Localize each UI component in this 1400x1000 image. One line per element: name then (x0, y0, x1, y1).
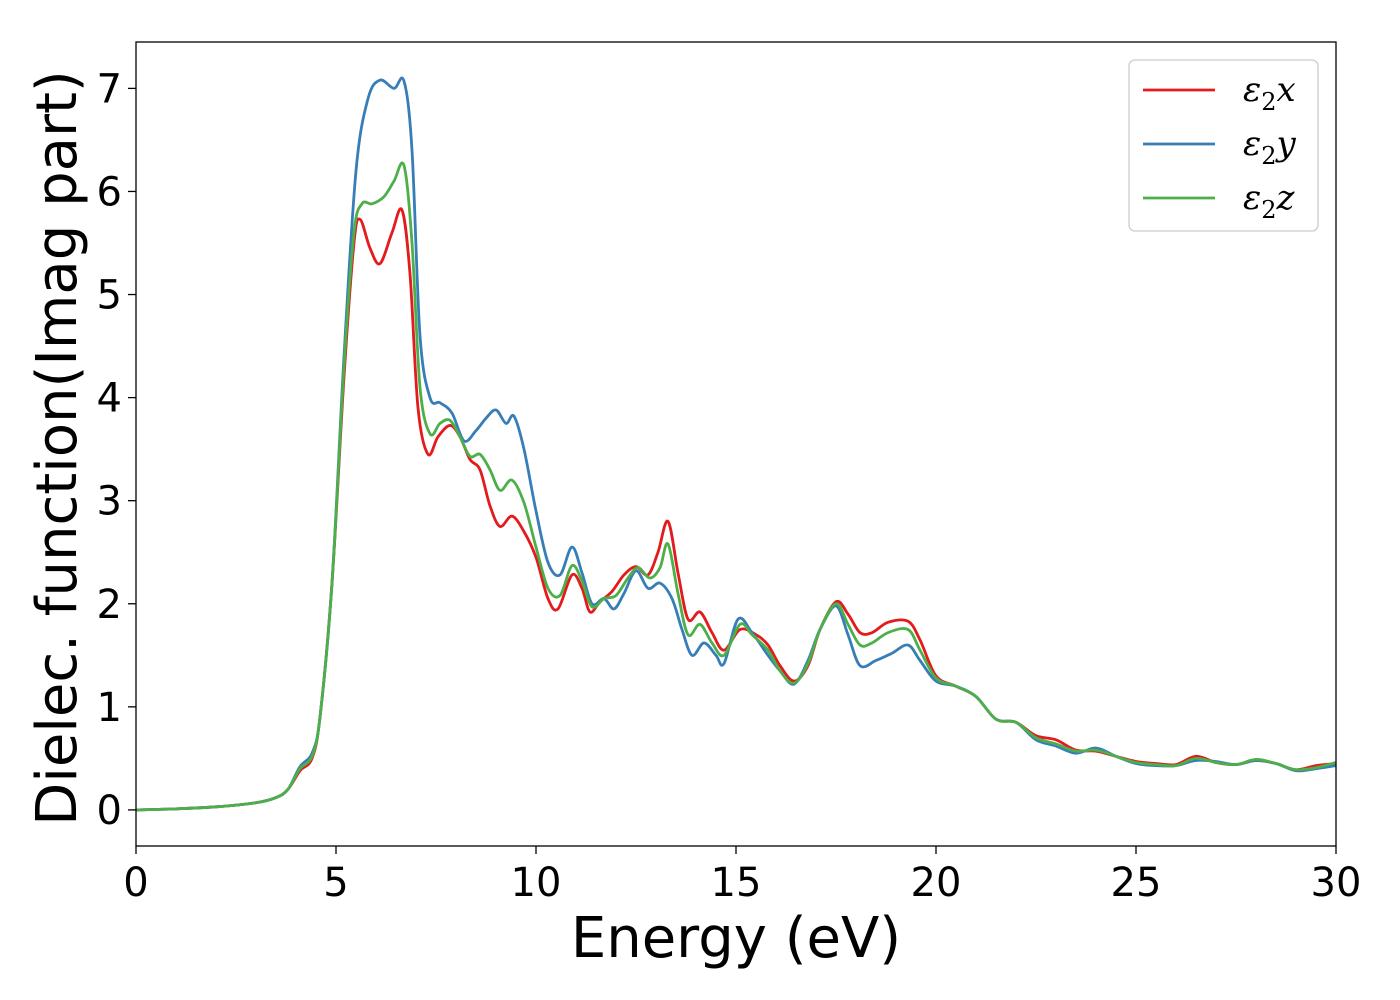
plot-area (136, 76, 1336, 812)
legend-label-z: ε2z (1243, 178, 1296, 224)
x-tick-label: 30 (1311, 860, 1362, 906)
y-axis: 0 1 2 3 4 5 6 7 (97, 66, 136, 834)
legend-label-suffix: z (1276, 178, 1296, 218)
y-tick-label: 2 (97, 582, 122, 628)
legend-label-subscript: 2 (1261, 142, 1276, 170)
legend-label-x: ε2x (1243, 70, 1296, 116)
x-tick-label: 0 (123, 860, 148, 906)
y-tick-label: 1 (97, 685, 122, 731)
series-line-x (136, 207, 1336, 812)
legend-box (1128, 59, 1319, 232)
x-axis: 0 5 10 15 20 25 30 (123, 846, 1361, 906)
legend-label-suffix: x (1277, 70, 1296, 110)
y-tick-label: 3 (97, 479, 122, 525)
y-tick-label: 4 (97, 376, 122, 422)
x-tick-label: 25 (1111, 860, 1162, 906)
legend-label-suffix: y (1275, 124, 1297, 164)
x-tick-label: 5 (323, 860, 348, 906)
legend-label-base: ε (1243, 124, 1261, 164)
x-tick-label: 20 (911, 860, 962, 906)
legend-label-y: ε2y (1243, 124, 1297, 170)
x-tick-label: 10 (511, 860, 562, 906)
x-tick-label: 15 (711, 860, 762, 906)
legend-label-subscript: 2 (1261, 88, 1276, 116)
legend-label-base: ε (1243, 178, 1261, 218)
series-line-y (136, 76, 1336, 812)
series-line-z (136, 161, 1336, 812)
legend-label-subscript: 2 (1261, 196, 1276, 224)
x-axis-label: Energy (eV) (571, 906, 901, 971)
legend-label-base: ε (1243, 70, 1261, 110)
y-axis-label: Dielec. function(Imag part) (25, 70, 90, 826)
y-tick-label: 0 (97, 788, 122, 834)
y-tick-label: 5 (97, 273, 122, 319)
y-tick-label: 7 (97, 66, 122, 112)
y-tick-label: 6 (97, 169, 122, 215)
